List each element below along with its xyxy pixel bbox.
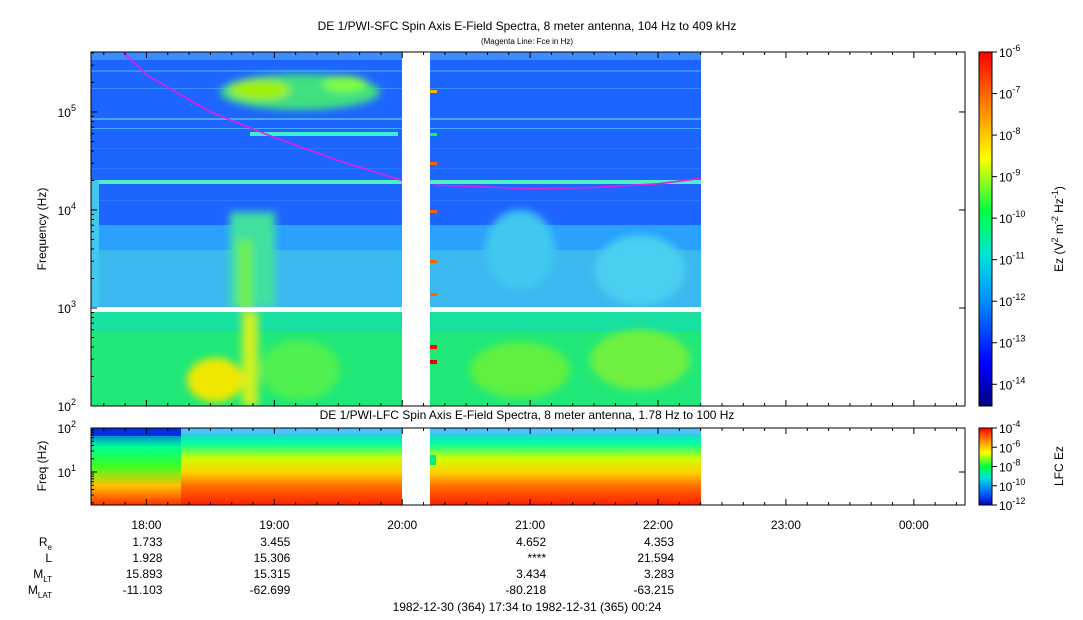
lfc-colorbar-tick-label: 10-8 — [999, 458, 1020, 475]
ephemeris-table: Re 1.733 3.455 4.652 4.353 L 1.928 15.306 **** 21… — [28, 535, 674, 600]
sfc-colorbar-tick-label: 10-8 — [999, 126, 1020, 143]
sfc-colorbar-tick-label: 10-6 — [999, 43, 1020, 60]
x-tick-label: 19:00 — [259, 518, 289, 532]
ephemeris-value: 3.283 — [644, 567, 674, 581]
ephemeris-value: -62.699 — [250, 583, 291, 597]
sfc-y-tick-label: 103 — [58, 299, 76, 316]
lfc-colorbar-label: LFC Ez — [1052, 446, 1066, 486]
lfc-colorbar-tick-label: 10-10 — [999, 477, 1025, 494]
sfc-y-tick-label: 104 — [58, 201, 76, 218]
ephemeris-row-label: L — [45, 551, 52, 565]
sfc-colorbar-label: Ez (V2 m-2 Hz-1) — [1050, 186, 1066, 272]
lfc-title: DE 1/PWI-LFC Spin Axis E-Field Spectra, … — [320, 408, 735, 422]
sfc-colorbar-tick-label: 10-7 — [999, 85, 1020, 102]
ephemeris-value: 15.315 — [254, 567, 291, 581]
sfc-spectrogram-image — [91, 52, 965, 406]
ephemeris-value: **** — [527, 551, 546, 565]
sfc-subtitle: (Magenta Line: Fce in Hz) — [481, 37, 573, 46]
sfc-colorbar — [978, 51, 993, 407]
sfc-plot-frame — [90, 51, 966, 407]
ephemeris-row-label: MLAT — [28, 583, 52, 600]
ephemeris-value: 15.893 — [126, 567, 163, 581]
sfc-y-tick-label: 105 — [58, 103, 76, 120]
x-tick-label: 18:00 — [131, 518, 161, 532]
ephemeris-value: 15.306 — [254, 551, 291, 565]
x-tick-label: 22:00 — [643, 518, 673, 532]
ephemeris-row-label: MLT — [33, 567, 52, 584]
ephemeris-row-label: Re — [39, 535, 53, 552]
lfc-plot-frame — [90, 427, 966, 506]
ephemeris-value: 4.652 — [516, 535, 546, 549]
ephemeris-value: 21.594 — [637, 551, 674, 565]
sfc-y-tick-label: 102 — [58, 397, 76, 414]
x-tick-label: 23:00 — [771, 518, 801, 532]
lfc-colorbar-tick-label: 10-6 — [999, 438, 1020, 455]
lfc-y-tick-label: 102 — [58, 419, 76, 436]
lfc-y-tick-label: 101 — [58, 463, 76, 480]
sfc-colorbar-tick-label: 10-13 — [999, 334, 1025, 351]
sfc-colorbar-tick-label: 10-9 — [999, 168, 1020, 185]
lfc-spectrogram-panel: DE 1/PWI-LFC Spin Axis E-Field Spectra, … — [35, 408, 1066, 513]
ephemeris-value: -80.218 — [505, 583, 546, 597]
lfc-colorbar-ticks: 10-4 10-6 10-8 10-10 10-12 — [992, 419, 1025, 513]
sfc-y-label: Frequency (Hz) — [35, 188, 49, 271]
sfc-title: DE 1/PWI-SFC Spin Axis E-Field Spectra, … — [318, 19, 737, 33]
time-axis: 18:00 19:00 20:00 21:00 22:00 23:00 00:00 — [103, 52, 957, 532]
ephemeris-value: 4.353 — [644, 535, 674, 549]
sfc-colorbar-ticks: 10-6 10-7 10-8 10-9 10-10 10-11 10-12 10-13 10-1… — [992, 43, 1025, 392]
sfc-spectrogram-panel: DE 1/PWI-SFC Spin Axis E-Field Spectra, … — [35, 19, 1066, 414]
sfc-colorbar-tick-label: 10-11 — [999, 251, 1025, 268]
x-tick-label: 20:00 — [387, 518, 417, 532]
ephemeris-value: 3.434 — [516, 567, 546, 581]
lfc-y-label: Freq (Hz) — [35, 441, 49, 492]
ephemeris-value: 1.928 — [132, 551, 162, 565]
ephemeris-value: 3.455 — [260, 535, 290, 549]
x-tick-label: 00:00 — [899, 518, 929, 532]
time-span: 1982-12-30 (364) 17:34 to 1982-12-31 (36… — [393, 600, 662, 614]
sfc-colorbar-tick-label: 10-14 — [999, 375, 1025, 392]
lfc-colorbar-tick-label: 10-12 — [999, 496, 1025, 513]
ephemeris-value: 1.733 — [132, 535, 162, 549]
lfc-colorbar-tick-label: 10-4 — [999, 419, 1020, 436]
ephemeris-value: -11.103 — [123, 583, 163, 597]
lfc-colorbar — [978, 427, 993, 506]
x-tick-label: 21:00 — [515, 518, 545, 532]
ephemeris-value: -63.215 — [633, 583, 674, 597]
lfc-spectrogram-image — [91, 428, 965, 505]
sfc-colorbar-tick-label: 10-12 — [999, 292, 1025, 309]
fce-line — [122, 51, 701, 190]
sfc-colorbar-tick-label: 10-10 — [999, 209, 1025, 226]
